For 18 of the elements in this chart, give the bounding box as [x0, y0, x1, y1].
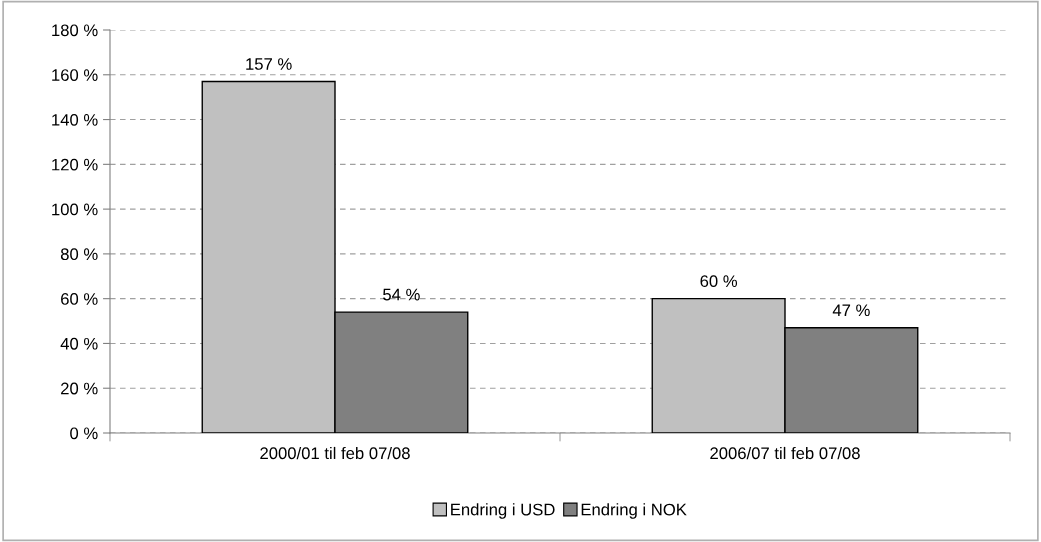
y-tick-label: 160 % [52, 69, 98, 81]
data-label: 60 % [700, 275, 738, 288]
y-tick-label: 80 % [60, 248, 98, 261]
x-tick-label: 2006/07 til feb 07/08 [710, 446, 860, 460]
y-tick-label: 180 % [52, 24, 98, 37]
data-label: 54 % [383, 288, 420, 301]
y-tick-label: 0 % [70, 427, 98, 440]
legend-label: Endring i NOK [581, 503, 687, 519]
y-tick-label: 20 % [61, 382, 98, 395]
y-tick-label: 40 % [60, 337, 98, 350]
legend-label: Endring i USD [451, 503, 555, 519]
y-tick-label: 100 % [52, 203, 98, 216]
y-tick-label: 60 % [61, 293, 98, 305]
data-label: 47 % [832, 304, 870, 317]
data-label: 157 % [246, 58, 292, 70]
x-tick-label: 2000/01 til feb 07/08 [260, 446, 410, 460]
y-tick-label: 120 % [52, 158, 98, 171]
y-tick-label: 140 % [52, 113, 98, 126]
